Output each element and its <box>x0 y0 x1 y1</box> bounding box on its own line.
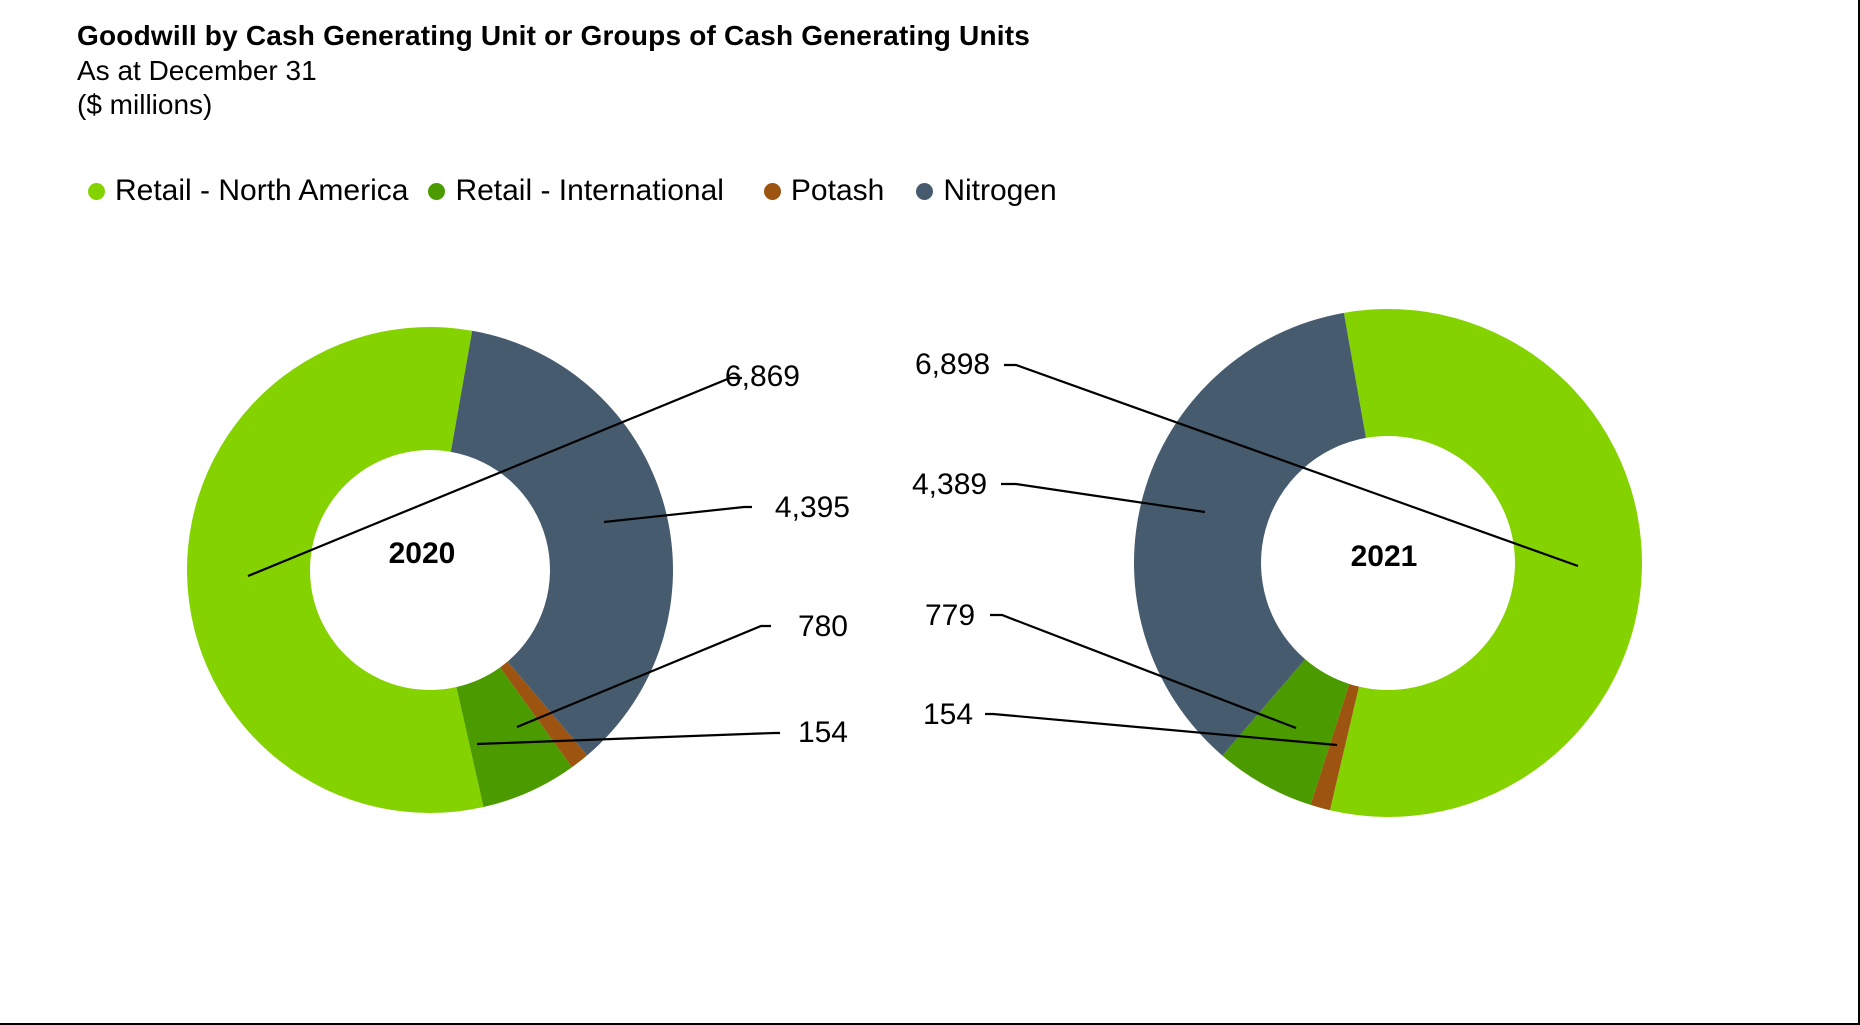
center-label-2021: 2021 <box>1351 540 1418 573</box>
chart-subtitle-units: ($ millions) <box>77 89 213 120</box>
data-label-2020-potash: 154 <box>798 716 848 749</box>
leader-line-2020-retail-north-america <box>247 376 742 578</box>
legend-swatch-retail-north-america <box>88 182 105 200</box>
slice-2020-retail-north-america <box>187 327 484 814</box>
legend-label-retail-international: Retail - International <box>455 174 724 207</box>
slice-2020-nitrogen <box>450 330 673 756</box>
data-label-2021-nitrogen: 4,389 <box>912 468 987 501</box>
donut-2021: 2021 6,898 4,389 779 154 <box>912 309 1642 817</box>
slice-2021-retail-north-america <box>1329 309 1642 817</box>
data-label-2021-retail-international: 779 <box>925 599 975 632</box>
data-label-2021-retail-north-america: 6,898 <box>915 348 990 381</box>
legend-item-nitrogen: Nitrogen <box>916 174 1057 208</box>
data-label-2021-potash: 154 <box>923 698 973 731</box>
chart-title: Goodwill by Cash Generating Unit or Grou… <box>77 20 1031 51</box>
legend-item-retail-north-america: Retail - North America <box>88 174 408 208</box>
legend-label-potash: Potash <box>790 174 885 207</box>
legend-item-potash: Potash <box>763 174 885 208</box>
slice-2021-nitrogen <box>1134 312 1366 756</box>
leader-line-2020-nitrogen <box>603 505 752 524</box>
data-label-2020-retail-north-america: 6,869 <box>725 360 800 393</box>
slice-2020-retail-international <box>456 667 572 808</box>
chart-subtitle-date: As at December 31 <box>77 55 317 86</box>
data-label-2020-nitrogen: 4,395 <box>775 491 850 524</box>
legend: Retail - North America Retail - Internat… <box>88 174 1057 208</box>
legend-swatch-nitrogen <box>916 182 934 200</box>
leader-line-2020-retail-international <box>516 624 771 729</box>
legend-swatch-potash <box>763 182 781 200</box>
legend-label-retail-north-america: Retail - North America <box>115 174 409 207</box>
slice-2021-retail-international <box>1222 659 1350 805</box>
donut-2020: 2020 6,869 4,395 780 154 <box>187 327 850 814</box>
legend-label-nitrogen: Nitrogen <box>943 174 1057 207</box>
leader-line-2020-potash <box>476 731 780 746</box>
slice-2021-potash <box>1310 683 1359 811</box>
leader-line-2021-potash <box>985 712 1338 747</box>
leader-line-2021-retail-north-america <box>1004 363 1579 568</box>
center-label-2020: 2020 <box>389 537 456 570</box>
legend-swatch-retail-international <box>428 182 446 200</box>
leader-line-2021-retail-international <box>990 613 1297 730</box>
legend-item-retail-international: Retail - International <box>428 174 724 208</box>
title-block: Goodwill by Cash Generating Unit or Grou… <box>77 18 1030 122</box>
data-label-2020-retail-international: 780 <box>798 610 848 643</box>
leader-line-2021-nitrogen <box>1001 482 1206 514</box>
